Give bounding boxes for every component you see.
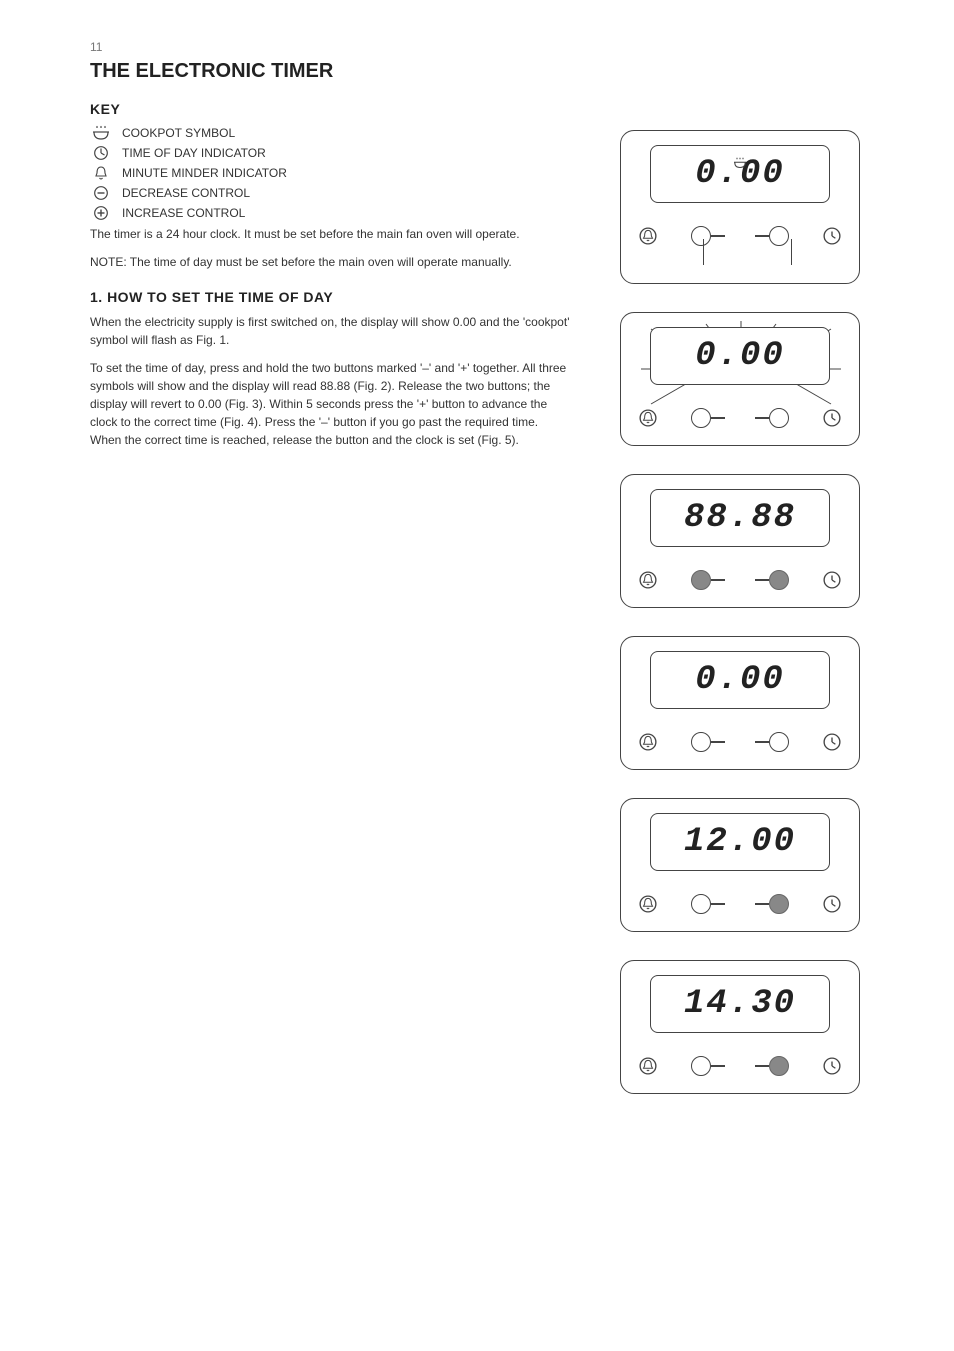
clock-icon [821, 1055, 843, 1077]
symbol-label: COOKPOT SYMBOL [122, 126, 235, 140]
lcd-digits: 12.00 [684, 823, 796, 861]
lcd-display: 0.00 [650, 651, 830, 709]
button-row [633, 893, 847, 915]
decrease-button[interactable] [691, 732, 711, 752]
step1-body: When the electricity supply is first swi… [90, 313, 570, 349]
lcd-digits: 0.00 [695, 337, 785, 375]
page-number: 11 [90, 40, 102, 54]
lcd-display: 14.30 [650, 975, 830, 1033]
decrease-button[interactable] [691, 894, 711, 914]
lcd-digits: 88.88 [684, 499, 796, 537]
bell-icon [637, 1055, 659, 1077]
symbol-row-decrease: DECREASE CONTROL [90, 185, 570, 201]
lcd-display: 12.00 [650, 813, 830, 871]
page-title: THE ELECTRONIC TIMER [90, 60, 570, 83]
increase-button[interactable] [769, 408, 789, 428]
clock-icon [821, 893, 843, 915]
bell-icon [637, 569, 659, 591]
symbol-row-cookpot: COOKPOT SYMBOL [90, 125, 570, 141]
callout-lines [633, 239, 847, 267]
decrease-button[interactable] [691, 408, 711, 428]
bell-icon [90, 165, 112, 181]
decrease-button[interactable] [691, 570, 711, 590]
minus-icon [90, 185, 112, 201]
symbol-row-increase: INCREASE CONTROL [90, 205, 570, 221]
timer-panel: 88.88 [620, 474, 860, 608]
cookpot-icon [733, 156, 747, 174]
symbol-label: INCREASE CONTROL [122, 206, 245, 220]
increase-button[interactable] [769, 894, 789, 914]
clock-icon [821, 407, 843, 429]
symbol-row-bell: MINUTE MINDER INDICATOR [90, 165, 570, 181]
timer-panel: 0.00 [620, 312, 860, 446]
clock-icon [821, 731, 843, 753]
increase-button[interactable] [769, 732, 789, 752]
symbol-label: DECREASE CONTROL [122, 186, 250, 200]
symbol-row-clock: TIME OF DAY INDICATOR [90, 145, 570, 161]
lcd-display: 0.00 [650, 327, 830, 385]
lcd-display: 88.88 [650, 489, 830, 547]
lcd-digits: 0.00 [695, 661, 785, 699]
lcd-display: 0.00 [650, 145, 830, 203]
intro-para-2: NOTE: The time of day must be set before… [90, 253, 570, 271]
bell-icon [637, 407, 659, 429]
decrease-button[interactable] [691, 1056, 711, 1076]
button-row [633, 1055, 847, 1077]
symbol-label: MINUTE MINDER INDICATOR [122, 166, 287, 180]
timer-panel: 0.00 [620, 130, 860, 284]
tick-mark [755, 235, 769, 236]
button-row [633, 569, 847, 591]
page-root: 11 THE ELECTRONIC TIMER KEY COOKPOT SYMB… [0, 0, 954, 1351]
lcd-digits: 14.30 [684, 985, 796, 1023]
right-column: 0.00 [620, 130, 870, 1122]
step1-heading: 1. HOW TO SET THE TIME OF DAY [90, 289, 570, 305]
step1-body-2: To set the time of day, press and hold t… [90, 359, 570, 449]
symbol-label: TIME OF DAY INDICATOR [122, 146, 266, 160]
button-row [633, 731, 847, 753]
cookpot-icon [90, 125, 112, 141]
intro-para-1: The timer is a 24 hour clock. It must be… [90, 225, 570, 243]
bell-icon [637, 731, 659, 753]
timer-panel: 12.00 [620, 798, 860, 932]
clock-icon [821, 569, 843, 591]
plus-icon [90, 205, 112, 221]
increase-button[interactable] [769, 1056, 789, 1076]
left-column: THE ELECTRONIC TIMER KEY COOKPOT SYMBOL [90, 60, 570, 459]
bell-icon [637, 893, 659, 915]
symbols-heading: KEY [90, 101, 570, 117]
button-row [633, 407, 847, 429]
increase-button[interactable] [769, 570, 789, 590]
tick-mark [711, 235, 725, 236]
timer-panel: 14.30 [620, 960, 860, 1094]
timer-panel: 0.00 [620, 636, 860, 770]
clock-icon [90, 145, 112, 161]
